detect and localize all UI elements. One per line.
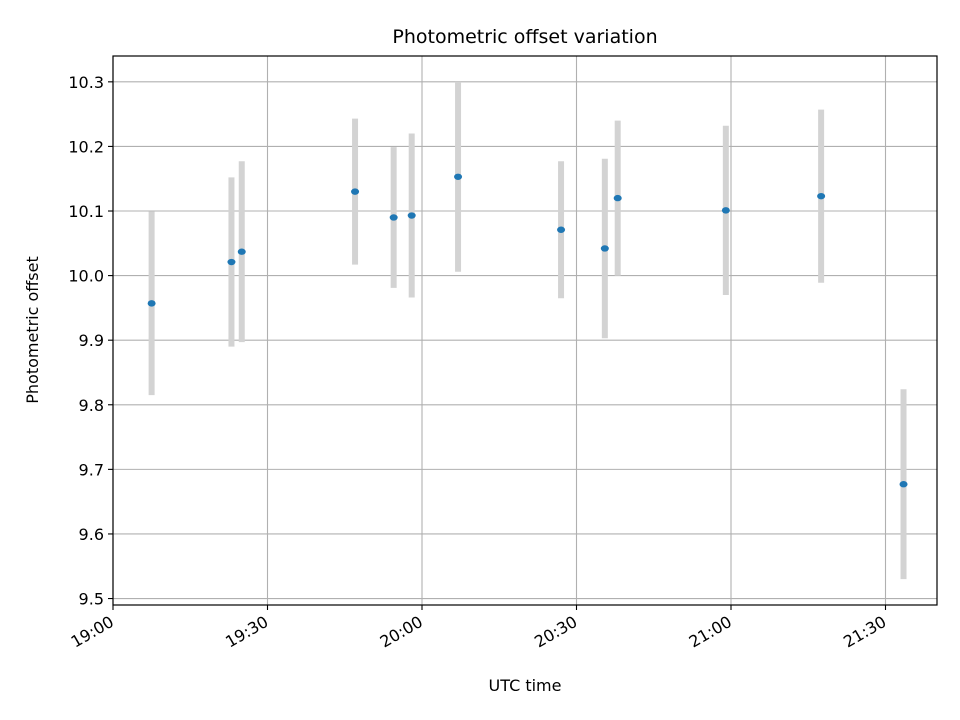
grid-lines xyxy=(112,56,937,605)
y-tick-label: 10.3 xyxy=(68,73,104,92)
plot-frame xyxy=(112,55,938,606)
y-tick-label: 9.9 xyxy=(79,331,104,350)
error-bars xyxy=(148,81,907,580)
y-tick-label: 10.0 xyxy=(68,267,104,286)
data-point xyxy=(721,207,730,214)
y-tick-label: 10.1 xyxy=(68,202,104,221)
x-tick-label: 21:00 xyxy=(686,612,735,652)
data-point xyxy=(351,188,360,195)
data-point xyxy=(613,194,622,202)
axis-ticks: 9.5 9.6 9.7 9.8 9.9 10.0 10.1 10.2 10.3 19:00 19:3… xyxy=(68,73,890,652)
y-tick-label: 9.6 xyxy=(79,525,104,544)
data-point xyxy=(227,258,236,266)
y-tick-label: 9.7 xyxy=(79,460,104,479)
y-axis-label: Photometric offset xyxy=(23,256,42,404)
data-point xyxy=(237,248,246,255)
x-tick-label: 21:30 xyxy=(840,612,889,652)
y-tick-label: 9.8 xyxy=(79,396,104,415)
x-tick-label: 19:30 xyxy=(222,612,271,652)
x-axis-label: UTC time xyxy=(489,676,562,695)
chart-title: Photometric offset variation xyxy=(392,26,657,48)
data-point xyxy=(600,245,609,252)
data-point xyxy=(817,192,826,200)
y-tick-label: 10.2 xyxy=(68,137,104,156)
data-point xyxy=(389,214,398,221)
x-tick-label: 19:00 xyxy=(68,612,117,652)
data-points xyxy=(147,173,908,488)
y-tick-label: 9.5 xyxy=(79,590,104,609)
data-point xyxy=(899,481,908,488)
data-point xyxy=(407,212,416,219)
data-point xyxy=(557,226,566,233)
data-point xyxy=(454,173,463,180)
x-tick-label: 20:30 xyxy=(531,612,580,652)
data-point xyxy=(147,300,156,307)
x-tick-label: 20:00 xyxy=(377,612,426,652)
